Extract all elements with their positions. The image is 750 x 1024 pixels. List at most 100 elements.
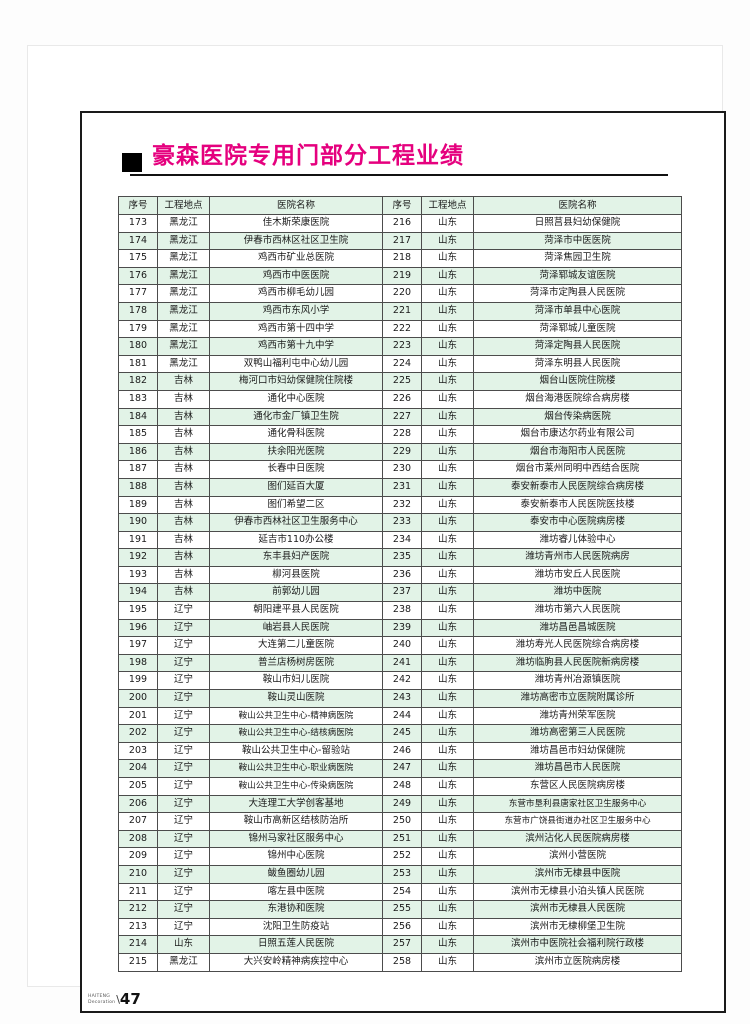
hospital-name-right: 潍坊昌邑市妇幼保健院	[473, 741, 682, 761]
table-row: 181 黑龙江 双鸭山福利屯中心幼儿园 224 山东 菏泽东明县人民医院	[118, 354, 682, 374]
seq-no-right: 238	[382, 601, 422, 620]
seq-no-right: 246	[382, 741, 422, 761]
hospital-name-left: 岫岩县人民医院	[209, 618, 383, 638]
seq-no-left: 199	[118, 671, 158, 691]
table-row: 178 黑龙江 鸡西市东风小学 221 山东 菏泽市单县中心医院	[118, 301, 682, 321]
hospital-name-left: 鸡西市柳毛幼儿园	[209, 284, 383, 303]
seq-no-right: 233	[382, 513, 422, 532]
location-right: 山东	[421, 495, 474, 515]
seq-no-left: 201	[118, 706, 158, 726]
location-right: 山东	[421, 460, 474, 479]
location-left: 辽宁	[157, 724, 210, 743]
seq-no-left: 189	[118, 495, 158, 515]
seq-no-left: 182	[118, 372, 158, 391]
hospital-name-right: 菏泽定陶县人民医院	[473, 337, 682, 356]
seq-no-left: 196	[118, 618, 158, 638]
seq-no-left: 178	[118, 301, 158, 321]
table-row: 173 黑龙江 佳木斯荣康医院 216 山东 日照莒县妇幼保健院	[118, 214, 682, 233]
hospital-name-right: 滨州市立医院病房楼	[473, 952, 682, 972]
seq-no-left: 195	[118, 601, 158, 620]
location-left: 吉林	[157, 513, 210, 532]
location-left: 吉林	[157, 460, 210, 479]
hospital-name-right: 菏泽东明县人民医院	[473, 354, 682, 374]
table-row: 184 吉林 通化市金厂镇卫生院 227 山东 烟台传染病医院	[118, 407, 682, 427]
hospital-name-left: 伊春市西林区社区卫生院	[209, 231, 383, 251]
hospital-name-right: 滨州市中医院社会福利院行政楼	[473, 935, 682, 954]
seq-no-left: 208	[118, 829, 158, 849]
location-left: 黑龙江	[157, 284, 210, 303]
seq-no-left: 215	[118, 952, 158, 972]
seq-no-left: 202	[118, 724, 158, 743]
seq-no-right: 244	[382, 706, 422, 726]
hospital-name-left: 鸡西市第十四中学	[209, 319, 383, 339]
seq-no-left: 180	[118, 337, 158, 356]
seq-no-right: 249	[382, 794, 422, 814]
location-left: 黑龙江	[157, 354, 210, 374]
location-left: 吉林	[157, 548, 210, 567]
seq-no-left: 187	[118, 460, 158, 479]
hospital-name-right: 菏泽市定陶县人民医院	[473, 284, 682, 303]
seq-no-left: 206	[118, 794, 158, 814]
seq-no-left: 179	[118, 319, 158, 339]
table-row: 200 辽宁 鞍山灵山医院 243 山东 潍坊高密市立医院附属诊所	[118, 689, 682, 708]
seq-no-right: 221	[382, 301, 422, 321]
location-left: 辽宁	[157, 636, 210, 655]
hospital-name-left: 前郭幼儿园	[209, 583, 383, 603]
hospital-name-left: 双鸭山福利屯中心幼儿园	[209, 354, 383, 374]
location-left: 辽宁	[157, 829, 210, 849]
hospital-name-right: 菏泽焦园卫生院	[473, 249, 682, 268]
seq-no-right: 231	[382, 477, 422, 497]
location-left: 吉林	[157, 407, 210, 427]
seq-no-left: 214	[118, 935, 158, 954]
seq-no-left: 193	[118, 565, 158, 585]
table-row: 204 辽宁 鞍山公共卫生中心-职业病医院 247 山东 潍坊昌邑市人民医院	[118, 759, 682, 778]
location-right: 山东	[421, 952, 474, 972]
hospital-name-right: 潍坊青州冶源镇医院	[473, 671, 682, 691]
table-row: 215 黑龙江 大兴安岭精神病疾控中心 258 山东 滨州市立医院病房楼	[118, 952, 682, 972]
seq-no-right: 254	[382, 882, 422, 902]
location-left: 吉林	[157, 442, 210, 462]
performance-table: 序号 工程地点 医院名称 序号 工程地点 医院名称 173 黑龙江 佳木斯荣康医院 2…	[118, 196, 682, 972]
location-right: 山东	[421, 354, 474, 374]
seq-no-left: 185	[118, 425, 158, 444]
table-row: 179 黑龙江 鸡西市第十四中学 222 山东 菏泽郓城儿童医院	[118, 319, 682, 339]
seq-no-left: 203	[118, 741, 158, 761]
table-row: 183 吉林 通化中心医院 226 山东 烟台海港医院综合病房楼	[118, 389, 682, 409]
table-row: 185 吉林 通化骨科医院 228 山东 烟台市康达尔药业有限公司	[118, 425, 682, 444]
location-left: 辽宁	[157, 812, 210, 831]
table-body: 173 黑龙江 佳木斯荣康医院 216 山东 日照莒县妇幼保健院 174 黑龙江 伊春市西林区社…	[118, 214, 682, 972]
hospital-name-right: 烟台传染病医院	[473, 407, 682, 427]
table-row: 176 黑龙江 鸡西市中医医院 219 山东 菏泽郓城友谊医院	[118, 266, 682, 286]
hospital-name-left: 通化骨科医院	[209, 425, 383, 444]
table-header-row: 序号 工程地点 医院名称 序号 工程地点 医院名称	[118, 196, 682, 215]
location-right: 山东	[421, 548, 474, 567]
hospital-name-right: 滨州市无棣县小泊头镇人民医院	[473, 882, 682, 902]
hospital-name-left: 鞍山公共卫生中心-职业病医院	[209, 759, 383, 778]
location-right: 山东	[421, 231, 474, 251]
location-right: 山东	[421, 407, 474, 427]
seq-no-left: 205	[118, 777, 158, 796]
hospital-name-left: 伊春市西林社区卫生服务中心	[209, 513, 383, 532]
seq-no-left: 181	[118, 354, 158, 374]
hospital-name-right: 潍坊市第六人民医院	[473, 601, 682, 620]
table-row: 190 吉林 伊春市西林社区卫生服务中心 233 山东 泰安市中心医院病房楼	[118, 513, 682, 532]
location-left: 吉林	[157, 530, 210, 550]
hospital-name-right: 潍坊青州市人民医院病房	[473, 548, 682, 567]
location-left: 吉林	[157, 583, 210, 603]
seq-no-left: 188	[118, 477, 158, 497]
seq-no-right: 245	[382, 724, 422, 743]
location-right: 山东	[421, 864, 474, 884]
hospital-name-right: 滨州市无棣县人民医院	[473, 900, 682, 919]
table-row: 206 辽宁 大连理工大学创客基地 249 山东 东营市垦利县唐家社区卫生服务中心	[118, 794, 682, 814]
brand-logo: HAITENG Decoration	[88, 994, 115, 1007]
location-right: 山东	[421, 741, 474, 761]
hospital-name-right: 东营区人民医院病房楼	[473, 777, 682, 796]
location-right: 山东	[421, 583, 474, 603]
seq-no-right: 218	[382, 249, 422, 268]
location-left: 辽宁	[157, 864, 210, 884]
seq-no-left: 204	[118, 759, 158, 778]
hospital-name-left: 大连第二儿童医院	[209, 636, 383, 655]
brand-subtitle: Decoration	[88, 999, 116, 1005]
seq-no-right: 234	[382, 530, 422, 550]
seq-no-left: 200	[118, 689, 158, 708]
